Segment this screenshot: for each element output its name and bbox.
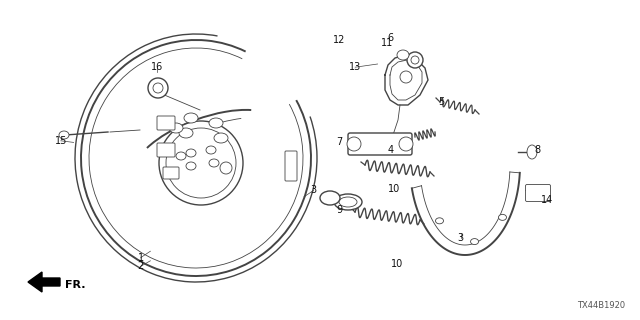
Ellipse shape xyxy=(148,78,168,98)
Ellipse shape xyxy=(334,194,362,210)
Text: 13: 13 xyxy=(349,62,362,72)
Text: 2: 2 xyxy=(138,261,144,271)
Ellipse shape xyxy=(179,128,193,138)
Text: 14: 14 xyxy=(541,195,554,205)
Text: TX44B1920: TX44B1920 xyxy=(577,301,625,310)
Text: 16: 16 xyxy=(150,62,163,72)
Ellipse shape xyxy=(59,131,69,139)
Text: 15: 15 xyxy=(54,136,67,146)
Text: 4: 4 xyxy=(387,145,394,156)
FancyBboxPatch shape xyxy=(157,116,175,130)
Ellipse shape xyxy=(209,159,219,167)
Ellipse shape xyxy=(527,145,537,159)
FancyBboxPatch shape xyxy=(348,133,412,155)
Text: 1: 1 xyxy=(138,252,144,263)
Ellipse shape xyxy=(411,56,419,64)
FancyBboxPatch shape xyxy=(163,167,179,179)
Ellipse shape xyxy=(169,123,183,133)
Polygon shape xyxy=(28,272,60,292)
Ellipse shape xyxy=(209,118,223,128)
Ellipse shape xyxy=(400,71,412,83)
Ellipse shape xyxy=(435,218,444,224)
Ellipse shape xyxy=(176,152,186,160)
FancyBboxPatch shape xyxy=(285,151,297,181)
Ellipse shape xyxy=(347,137,361,151)
Ellipse shape xyxy=(214,133,228,143)
Text: 3: 3 xyxy=(310,185,317,196)
Text: 11: 11 xyxy=(381,38,394,48)
Ellipse shape xyxy=(184,113,198,123)
Text: 5: 5 xyxy=(438,97,445,108)
Ellipse shape xyxy=(206,146,216,154)
Ellipse shape xyxy=(153,83,163,93)
Text: 9: 9 xyxy=(336,204,342,215)
Ellipse shape xyxy=(166,128,236,198)
Ellipse shape xyxy=(397,50,409,60)
Ellipse shape xyxy=(407,52,423,68)
FancyBboxPatch shape xyxy=(525,185,550,202)
FancyBboxPatch shape xyxy=(157,143,175,157)
Text: 10: 10 xyxy=(390,259,403,269)
Ellipse shape xyxy=(499,214,506,220)
Ellipse shape xyxy=(339,197,357,207)
Text: 7: 7 xyxy=(336,137,342,148)
Text: 6: 6 xyxy=(387,33,394,44)
Ellipse shape xyxy=(220,162,232,174)
Ellipse shape xyxy=(186,162,196,170)
Ellipse shape xyxy=(186,149,196,157)
Text: 3: 3 xyxy=(458,233,464,244)
Ellipse shape xyxy=(470,239,479,244)
Text: 10: 10 xyxy=(387,184,400,194)
Ellipse shape xyxy=(320,191,340,205)
Text: FR.: FR. xyxy=(65,280,86,290)
Text: 8: 8 xyxy=(534,145,541,156)
Text: 12: 12 xyxy=(333,35,346,45)
Ellipse shape xyxy=(399,137,413,151)
Ellipse shape xyxy=(159,121,243,205)
